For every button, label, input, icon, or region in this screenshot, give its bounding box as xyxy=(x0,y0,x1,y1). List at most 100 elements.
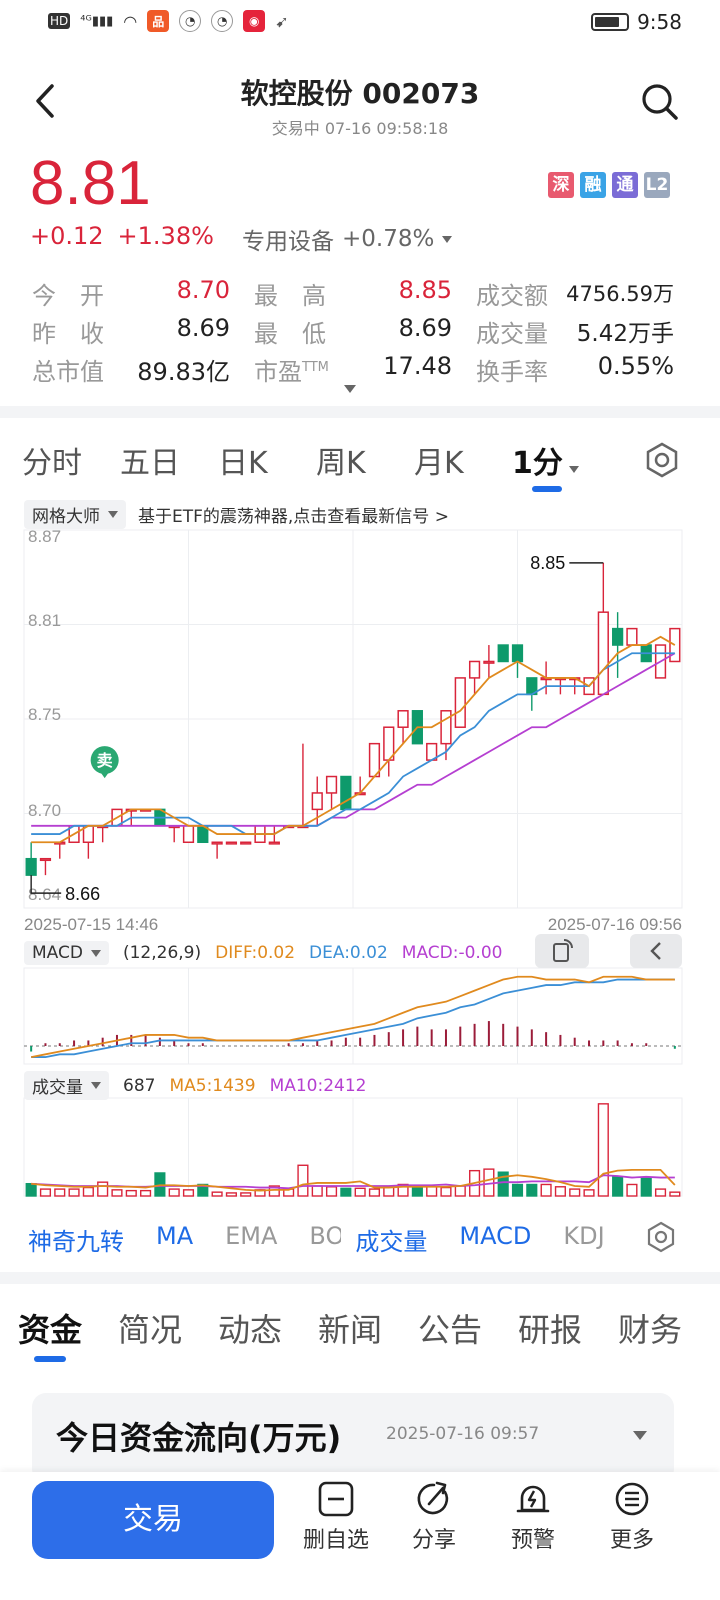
alert-button[interactable]: 预警 xyxy=(488,1480,578,1554)
indicator-td9[interactable]: 神奇九转 xyxy=(28,1228,124,1256)
ttm-superscript: TTM xyxy=(302,360,329,375)
divider xyxy=(0,406,720,418)
battery-icon xyxy=(591,13,630,31)
macd-selector[interactable]: MACD xyxy=(24,941,109,965)
signal-icon: ⁴ᴳ▮▮▮ xyxy=(80,13,114,29)
candle-down xyxy=(25,857,37,876)
sector-link[interactable]: 专用设备 +0.78% xyxy=(242,222,453,256)
trade-button[interactable]: 交易 xyxy=(32,1481,274,1559)
volume-bar xyxy=(440,1186,452,1197)
indicator-settings-icon[interactable] xyxy=(644,1220,678,1254)
stat-value: 8.69 xyxy=(176,314,230,342)
macd-diff: DIFF:0.02 xyxy=(215,943,296,963)
alert-icon xyxy=(516,1485,550,1513)
end-time-label: 2025-07-16 09:56 xyxy=(548,915,682,934)
volume-name: 成交量 xyxy=(32,1078,83,1098)
tab-research[interactable]: 研报 xyxy=(518,1311,583,1349)
candle-up xyxy=(311,792,323,811)
price-change: +0.12 +1.38% xyxy=(30,222,214,250)
strategy-text[interactable]: 基于ETF的震荡神器,点击查看最新信号 > xyxy=(138,507,449,527)
price-chart[interactable]: 8.87 8.81 8.75 8.70 8.64 8.85 8.66 卖 2025-07-15 … xyxy=(0,525,720,1210)
volume-bar xyxy=(225,1192,237,1197)
remove-watchlist-icon xyxy=(318,1481,354,1517)
collapse-button[interactable] xyxy=(630,934,682,968)
search-icon[interactable] xyxy=(640,82,680,122)
stat-label: 最 高 xyxy=(254,282,326,310)
sell-signal-pointer xyxy=(99,771,110,779)
candle-up xyxy=(211,841,223,845)
settings-icon[interactable] xyxy=(644,442,680,478)
chevron-down-icon[interactable] xyxy=(633,1431,647,1440)
indicator-volume[interactable]: 成交量 xyxy=(355,1228,428,1256)
more-label: 更多 xyxy=(609,1528,654,1553)
indicator-ma[interactable]: MA xyxy=(156,1222,194,1250)
volume-bar xyxy=(368,1188,381,1197)
fund-flow-time: 2025-07-16 09:57 xyxy=(386,1424,540,1444)
share-button[interactable]: 分享 xyxy=(389,1480,479,1554)
stat-label: 今 开 xyxy=(32,282,104,310)
badge-l2[interactable]: L2 xyxy=(644,172,670,198)
macd-dea: DEA:0.02 xyxy=(309,943,388,963)
strategy-banner[interactable]: 网格大师 基于ETF的震荡神器,点击查看最新信号 > xyxy=(24,500,449,529)
volume-selector[interactable]: 成交量 xyxy=(24,1071,109,1100)
macd-dea-line xyxy=(31,978,675,1058)
stat-label: 换手率 xyxy=(476,358,548,386)
rotate-button[interactable] xyxy=(535,934,589,968)
volume-value: 687 xyxy=(123,1075,156,1096)
sell-signal-label: 卖 xyxy=(97,751,113,770)
volume-bar xyxy=(182,1189,195,1197)
strategy-pill[interactable]: 网格大师 xyxy=(24,500,126,529)
stat-value: 4756.59万 xyxy=(566,282,674,306)
tab-intraday[interactable]: 分时 xyxy=(22,446,82,481)
macd-name: MACD xyxy=(32,943,83,963)
chevron-down-icon xyxy=(568,466,579,473)
indicator-boll[interactable]: BOLL xyxy=(309,1222,342,1250)
stat-label: 总市值 xyxy=(32,358,104,386)
more-icon xyxy=(615,1482,649,1516)
stat-value: 8.69 xyxy=(398,314,452,342)
indicator-kdj[interactable]: KDJ xyxy=(563,1222,605,1250)
back-icon[interactable] xyxy=(30,82,64,120)
tab-weekly[interactable]: 周K xyxy=(316,446,366,481)
low-marker-line xyxy=(30,875,62,894)
current-price: 8.81 xyxy=(30,149,151,218)
app-icon: ◉ xyxy=(243,10,266,32)
tab-1min[interactable]: 1分 xyxy=(512,438,610,482)
indicator-ema[interactable]: EMA xyxy=(225,1222,278,1250)
volume-bar xyxy=(540,1183,552,1197)
indicator-macd[interactable]: MACD xyxy=(459,1222,532,1250)
tab-funds[interactable]: 资金 xyxy=(18,1311,83,1349)
sector-name: 专用设备 xyxy=(242,229,334,255)
remove-watchlist-button[interactable]: 删自选 xyxy=(291,1480,381,1554)
candle-up xyxy=(468,660,481,679)
volume-bar xyxy=(426,1186,438,1197)
y-tick-label: 8.75 xyxy=(28,705,61,724)
stat-label: 成交额 xyxy=(476,282,548,310)
share-label: 分享 xyxy=(411,1528,456,1553)
stat-label: 昨 收 xyxy=(32,320,104,348)
stat-value: 5.42万手 xyxy=(576,321,674,347)
expand-stats-icon[interactable] xyxy=(344,385,356,393)
volume-bar xyxy=(554,1186,566,1197)
low-label: 8.66 xyxy=(65,884,100,904)
tab-announcements[interactable]: 公告 xyxy=(418,1311,483,1349)
tab-news[interactable]: 新闻 xyxy=(318,1311,383,1349)
volume-bar xyxy=(669,1191,681,1197)
change-percent: +1.38% xyxy=(117,222,214,250)
tab-overview[interactable]: 简况 xyxy=(118,1311,183,1349)
tab-five-day[interactable]: 五日 xyxy=(120,446,180,481)
status-right: 9:58 xyxy=(591,10,682,34)
stat-value: 17.48 xyxy=(383,352,452,380)
tab-dynamics[interactable]: 动态 xyxy=(218,1311,283,1349)
market-badges: 深 融 通 L2 xyxy=(548,172,670,198)
volume-bar xyxy=(454,1185,466,1197)
tab-monthly[interactable]: 月K xyxy=(414,446,464,481)
fund-flow-card[interactable] xyxy=(32,1393,674,1483)
volume-bar xyxy=(140,1189,152,1197)
more-button[interactable]: 更多 xyxy=(587,1480,677,1554)
tab-daily[interactable]: 日K xyxy=(218,446,268,481)
wifi-icon: ◠ xyxy=(123,11,138,31)
candle-up xyxy=(597,611,609,696)
remove-watchlist-label: 删自选 xyxy=(302,1528,369,1553)
tab-finance[interactable]: 财务 xyxy=(618,1311,683,1349)
